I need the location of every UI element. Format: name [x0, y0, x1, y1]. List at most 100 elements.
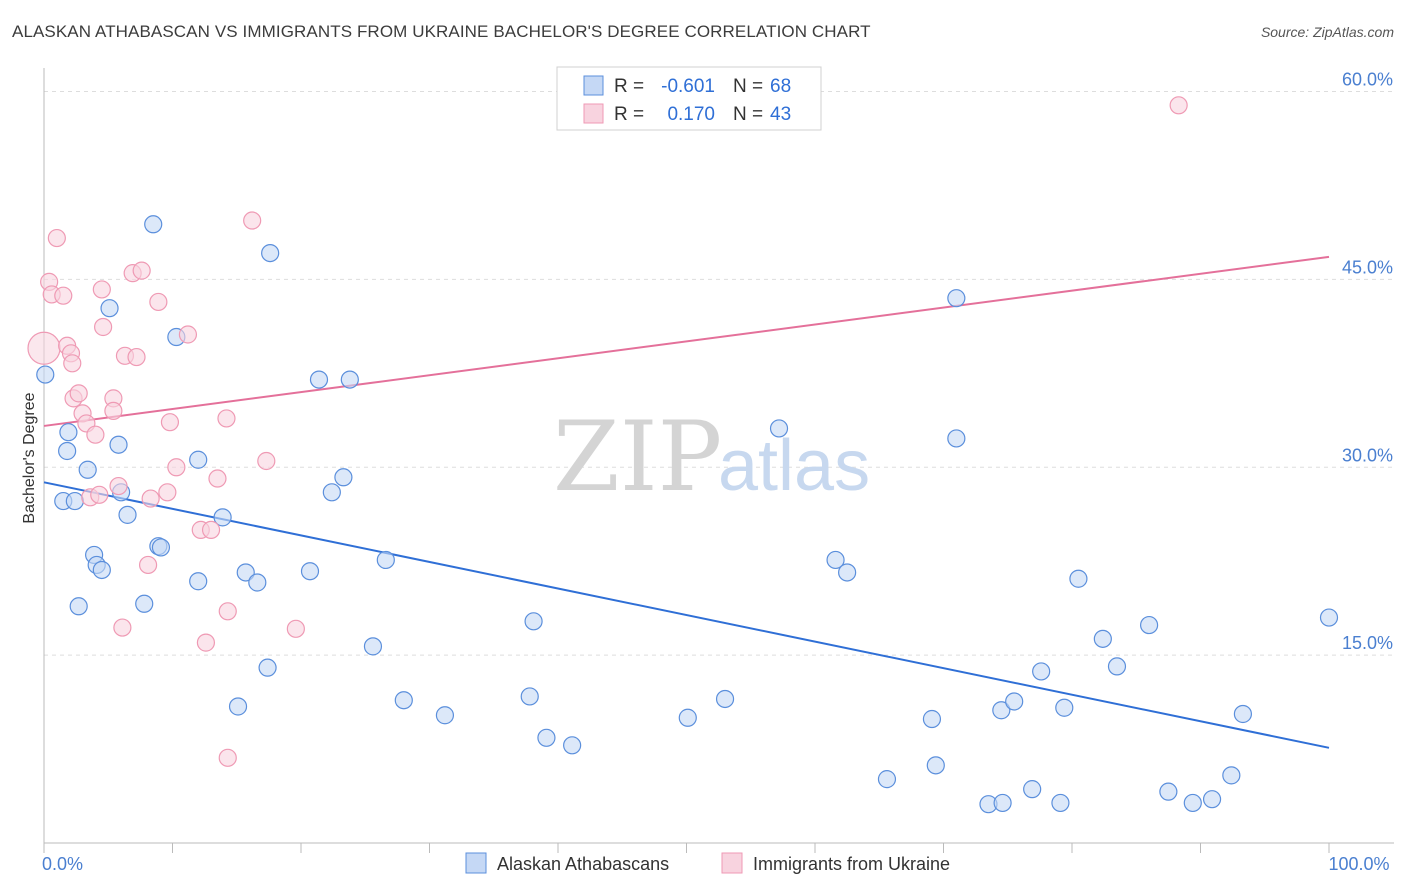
point-alaskan-9 — [92, 560, 111, 580]
point-alaskan-26 — [261, 243, 280, 263]
point-alaskan-39 — [563, 736, 582, 755]
series-legend: Alaskan Athabascans Immigrants from Ukra… — [465, 852, 950, 874]
point-alaskan-38 — [537, 728, 556, 747]
point-ukraine-41 — [286, 619, 305, 638]
trendline-alaskan-athabascans — [43, 481, 1330, 749]
trendline-immigrants-from-ukraine — [43, 255, 1330, 427]
point-alaskan-43 — [826, 550, 845, 570]
point-alaskan-47 — [926, 756, 945, 775]
point-alaskan-11 — [109, 435, 128, 454]
point-ukraine-28 — [158, 483, 177, 502]
point-alaskan-55 — [1032, 662, 1051, 681]
point-ukraine-27 — [149, 292, 168, 312]
y-axis-label: Bachelor's Degree — [21, 392, 38, 523]
point-alaskan-4 — [59, 423, 78, 442]
point-ukraine-7 — [63, 354, 82, 373]
point-ukraine-20 — [113, 618, 132, 637]
point-alaskan-0 — [36, 365, 55, 384]
point-ukraine-33 — [196, 633, 216, 652]
point-ukraine-42 — [1169, 96, 1188, 115]
point-alaskan-61 — [1139, 615, 1159, 635]
y-tick-label-2: 45.0% — [1342, 257, 1393, 277]
point-alaskan-13 — [118, 505, 137, 524]
point-ukraine-31 — [178, 325, 198, 344]
point-alaskan-34 — [394, 691, 413, 710]
stats-n-label-pink: N = — [733, 104, 763, 125]
stats-swatch-pink — [583, 103, 604, 124]
point-ukraine-24 — [132, 261, 151, 280]
y-tick-label-0: 15.0% — [1342, 633, 1393, 653]
point-alaskan-53 — [1005, 692, 1024, 711]
x-tick-labels: 0.0% 100.0% — [42, 843, 1390, 874]
point-ukraine-23 — [127, 347, 146, 367]
point-ukraine-0 — [27, 331, 61, 365]
point-alaskan-49 — [947, 429, 966, 448]
point-alaskan-5 — [69, 597, 88, 616]
point-alaskan-62 — [1159, 782, 1178, 801]
point-alaskan-28 — [309, 370, 329, 389]
point-alaskan-30 — [334, 468, 353, 487]
point-ukraine-35 — [208, 469, 227, 488]
point-alaskan-1 — [58, 441, 77, 461]
point-ukraine-25 — [138, 555, 158, 575]
chart-title: ALASKAN ATHABASCAN VS IMMIGRANTS FROM UK… — [12, 22, 871, 41]
point-alaskan-36 — [520, 687, 539, 706]
point-alaskan-31 — [340, 370, 359, 389]
trendlines — [43, 255, 1330, 749]
point-alaskan-52 — [992, 701, 1011, 720]
stats-n-value-pink: 43 — [770, 104, 791, 125]
point-alaskan-66 — [1233, 704, 1253, 724]
stats-n-value-blue: 68 — [770, 76, 791, 97]
point-alaskan-17 — [151, 538, 171, 557]
point-ukraine-26 — [141, 489, 160, 508]
point-ukraine-16 — [94, 317, 113, 337]
point-ukraine-38 — [218, 748, 237, 767]
stats-legend: R = -0.601 N = 68 R = 0.170 N = 43 — [556, 66, 822, 131]
legend-label-alaskan-athabascans: Alaskan Athabascans — [497, 854, 669, 874]
point-alaskan-23 — [236, 563, 255, 582]
stats-r-value-blue: -0.601 — [661, 76, 715, 97]
point-alaskan-29 — [322, 483, 341, 502]
legend-swatch-immigrants-from-ukraine — [721, 852, 743, 874]
point-alaskan-56 — [1051, 793, 1070, 813]
point-alaskan-32 — [363, 637, 383, 656]
point-alaskan-44 — [838, 563, 857, 582]
point-alaskan-14 — [135, 594, 154, 613]
point-ukraine-40 — [257, 451, 276, 471]
point-alaskan-10 — [100, 299, 119, 318]
point-ukraine-4 — [54, 286, 73, 305]
y-tick-label-1: 30.0% — [1342, 445, 1393, 465]
point-alaskan-60 — [1107, 657, 1127, 676]
point-alaskan-59 — [1093, 629, 1112, 648]
y-tick-label-3: 60.0% — [1342, 70, 1393, 90]
point-alaskan-58 — [1069, 569, 1088, 588]
point-ukraine-9 — [69, 384, 88, 403]
point-ukraine-29 — [160, 413, 180, 432]
point-alaskan-57 — [1055, 698, 1074, 717]
data-points — [27, 96, 1339, 814]
point-alaskan-67 — [1319, 608, 1339, 627]
point-alaskan-54 — [1023, 780, 1042, 799]
point-ukraine-37 — [218, 602, 237, 621]
stats-n-label-blue: N = — [733, 76, 763, 97]
point-alaskan-20 — [189, 572, 208, 591]
point-alaskan-65 — [1222, 766, 1241, 785]
point-alaskan-48 — [947, 289, 966, 308]
stats-r-value-pink: 0.170 — [667, 104, 715, 125]
point-ukraine-30 — [167, 458, 186, 477]
stats-r-label-blue: R = — [614, 76, 644, 97]
source-attribution: Source: ZipAtlas.com — [1260, 24, 1394, 40]
point-ukraine-15 — [92, 280, 111, 299]
point-alaskan-21 — [213, 508, 232, 527]
point-alaskan-40 — [678, 708, 697, 727]
point-ukraine-13 — [86, 425, 105, 444]
watermark: ZIP atlas — [553, 401, 870, 513]
point-ukraine-14 — [90, 485, 109, 504]
point-alaskan-63 — [1183, 793, 1202, 813]
point-alaskan-45 — [877, 770, 897, 789]
legend-swatch-alaskan-athabascans — [465, 852, 487, 874]
point-alaskan-33 — [376, 550, 395, 570]
point-ukraine-19 — [109, 476, 128, 496]
point-alaskan-42 — [769, 419, 789, 438]
